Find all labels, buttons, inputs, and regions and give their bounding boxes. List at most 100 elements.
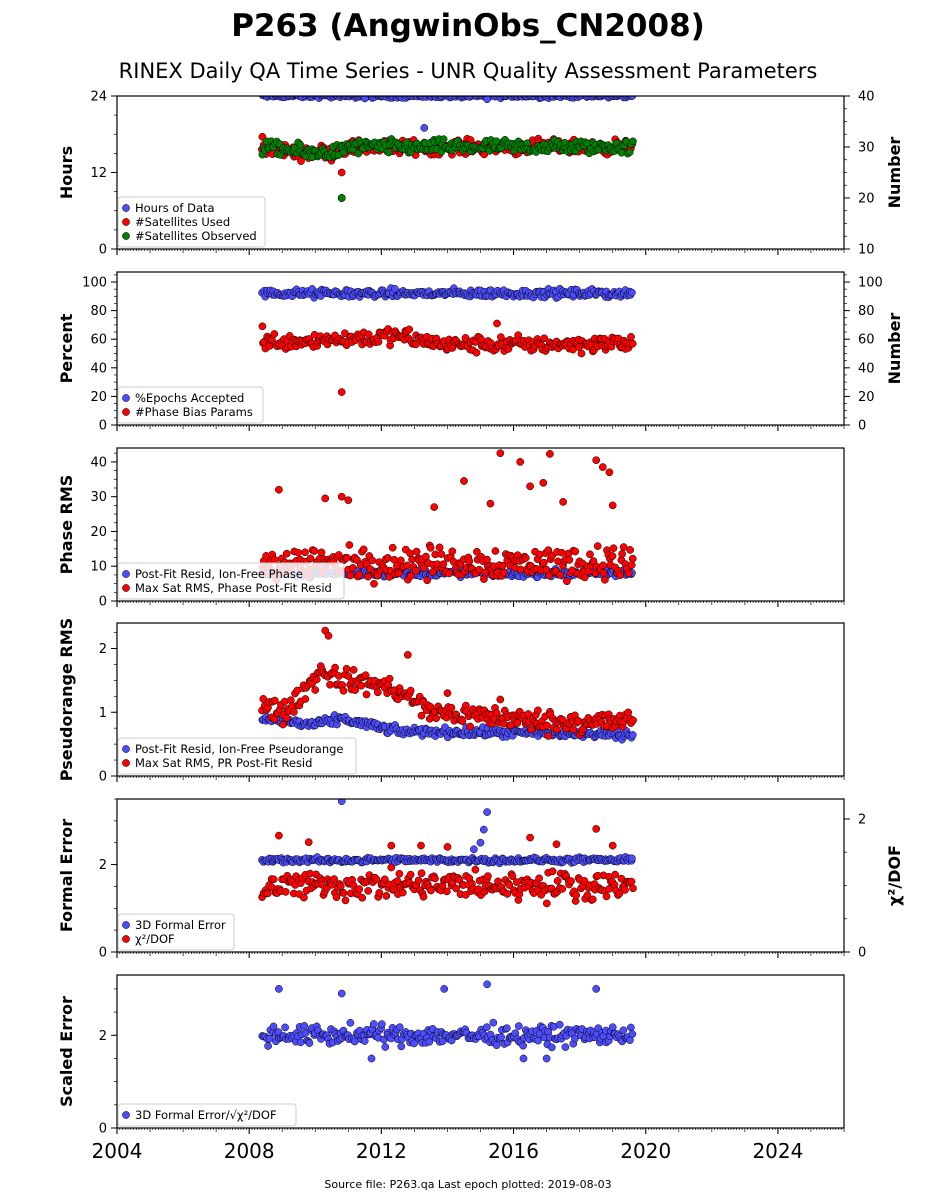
legend-marker bbox=[122, 570, 130, 578]
data-point bbox=[391, 285, 399, 293]
chart-title: P263 (AngwinObs_CN2008) bbox=[231, 8, 705, 44]
data-point bbox=[470, 845, 478, 854]
legend-label: χ²/DOF bbox=[135, 932, 175, 946]
data-point bbox=[331, 663, 339, 672]
data-point bbox=[440, 985, 449, 993]
data-point bbox=[534, 706, 542, 715]
y-axis-label: Percent bbox=[57, 313, 76, 383]
series-2-2 bbox=[258, 319, 637, 396]
data-point bbox=[375, 888, 384, 897]
data-point bbox=[281, 1023, 289, 1032]
data-point bbox=[629, 137, 637, 146]
legend-label: Hours of Data bbox=[135, 201, 215, 215]
data-point bbox=[388, 543, 397, 552]
data-point bbox=[492, 137, 501, 146]
data-point bbox=[571, 547, 580, 556]
legend-label: #Satellites Used bbox=[135, 215, 230, 229]
data-point bbox=[497, 1033, 505, 1042]
data-point bbox=[445, 569, 453, 578]
data-point bbox=[330, 875, 338, 883]
y-tick-label: 60 bbox=[90, 333, 107, 348]
data-point bbox=[370, 579, 378, 588]
y-axis-label: Phase RMS bbox=[57, 475, 76, 575]
data-point bbox=[542, 1054, 551, 1063]
right-y-axis-label: χ²/DOF bbox=[885, 845, 904, 906]
data-point bbox=[492, 709, 501, 717]
data-point bbox=[553, 877, 562, 885]
data-point bbox=[503, 890, 512, 898]
data-point bbox=[411, 566, 420, 575]
data-point bbox=[483, 980, 491, 989]
data-point bbox=[372, 875, 381, 884]
data-point bbox=[473, 547, 481, 556]
data-point bbox=[427, 886, 435, 895]
data-point bbox=[406, 686, 415, 695]
data-point bbox=[628, 554, 637, 563]
data-point bbox=[437, 550, 446, 558]
data-point bbox=[269, 1022, 278, 1031]
data-point bbox=[335, 672, 343, 680]
data-point bbox=[492, 1041, 501, 1050]
data-point bbox=[452, 884, 460, 893]
legend-marker bbox=[122, 394, 130, 402]
legend-marker bbox=[122, 408, 130, 416]
data-point bbox=[629, 716, 637, 725]
data-point bbox=[624, 708, 633, 717]
data-point bbox=[608, 552, 617, 560]
data-point bbox=[344, 672, 353, 680]
data-point bbox=[367, 1054, 376, 1063]
right-y-tick-label: 40 bbox=[858, 90, 875, 105]
data-point bbox=[282, 549, 291, 558]
y-tick-label: 100 bbox=[82, 276, 107, 291]
data-point bbox=[355, 885, 364, 893]
data-point bbox=[398, 888, 407, 897]
data-point bbox=[258, 322, 267, 331]
data-point bbox=[403, 651, 412, 659]
data-point bbox=[397, 1042, 406, 1051]
data-point bbox=[417, 869, 426, 878]
data-point bbox=[442, 887, 451, 896]
series-5-2 bbox=[258, 825, 637, 908]
data-points bbox=[258, 799, 637, 908]
data-point bbox=[466, 722, 475, 731]
y-tick-label: 2 bbox=[99, 858, 107, 873]
data-point bbox=[542, 899, 551, 908]
data-point bbox=[506, 721, 515, 730]
data-point bbox=[593, 542, 602, 550]
data-point bbox=[526, 482, 534, 491]
data-point bbox=[628, 96, 637, 100]
data-point bbox=[558, 885, 567, 893]
legend: Post-Fit Resid, Ion-Free PseudorangeMax … bbox=[117, 737, 357, 775]
data-point bbox=[472, 348, 481, 357]
legend-box bbox=[117, 737, 357, 775]
y-tick-label: 20 bbox=[90, 390, 107, 405]
legend: %Epochs Accepted#Phase Bias Params bbox=[117, 386, 264, 424]
data-point bbox=[420, 124, 429, 132]
data-point bbox=[294, 548, 302, 557]
data-point bbox=[301, 548, 309, 557]
legend-label: Post-Fit Resid, Ion-Free Phase bbox=[135, 567, 303, 581]
data-point bbox=[544, 546, 553, 555]
data-point bbox=[627, 1023, 635, 1032]
data-point bbox=[482, 1023, 491, 1032]
data-point bbox=[423, 576, 432, 585]
data-point bbox=[341, 896, 350, 905]
data-point bbox=[354, 149, 363, 158]
data-point bbox=[346, 1018, 355, 1027]
data-point bbox=[502, 1024, 511, 1033]
data-point bbox=[494, 877, 502, 886]
data-point bbox=[345, 541, 354, 549]
y-tick-label: 0 bbox=[99, 419, 107, 434]
data-point bbox=[519, 1054, 528, 1063]
data-point bbox=[348, 564, 357, 572]
data-point bbox=[422, 552, 430, 561]
data-point bbox=[264, 1042, 272, 1050]
data-point bbox=[359, 545, 368, 554]
data-point bbox=[605, 468, 614, 477]
data-points bbox=[258, 284, 637, 396]
data-point bbox=[332, 893, 341, 902]
data-point bbox=[481, 568, 490, 577]
legend-marker bbox=[122, 232, 130, 240]
data-point bbox=[275, 985, 283, 993]
